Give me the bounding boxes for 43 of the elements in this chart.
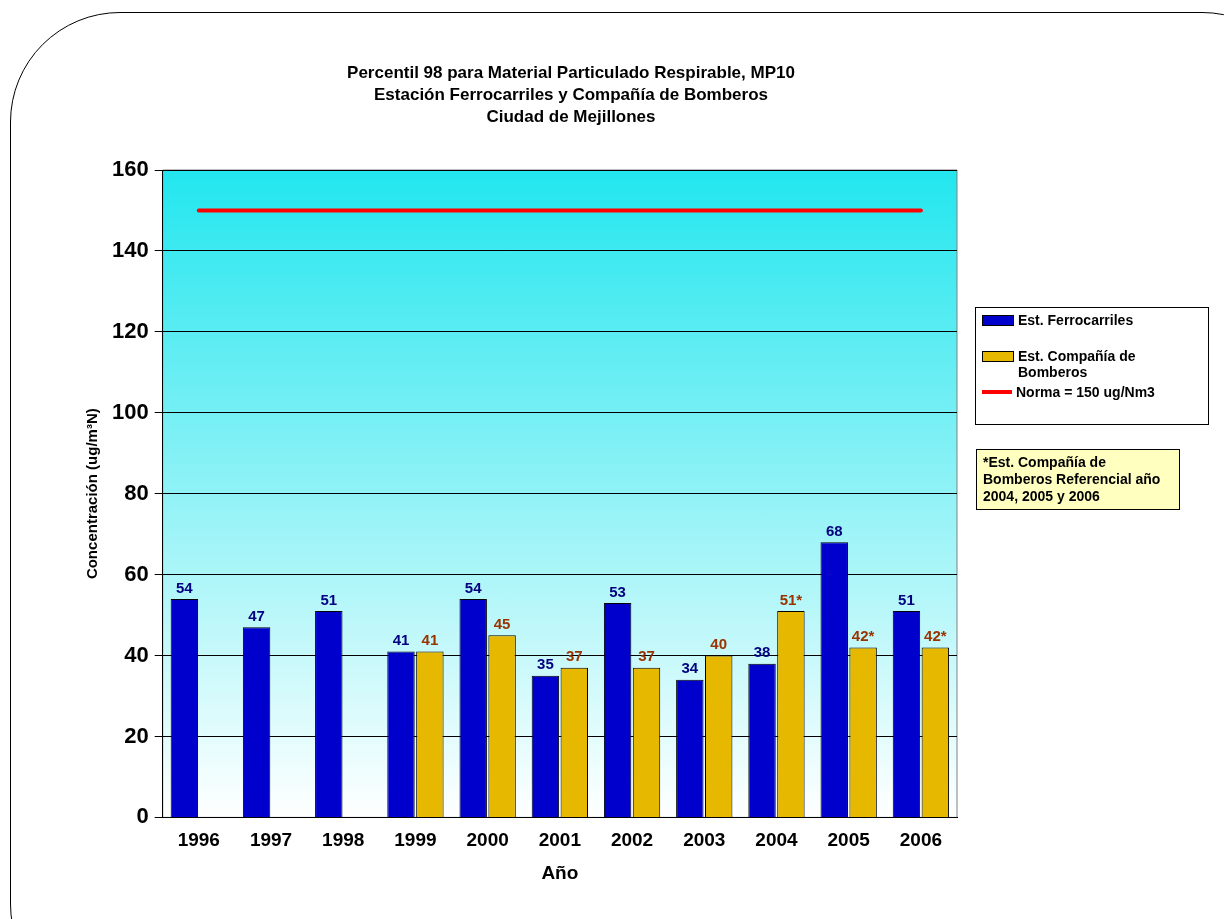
x-tick-label: 2001	[538, 829, 582, 851]
data-label: 54	[176, 578, 194, 596]
y-tick-label: 140	[111, 236, 149, 262]
data-label: 51	[898, 590, 915, 608]
chart-title: Percentil 98 para Material Particulado Respirable, MP10 Estación Ferrocarriles y Compañía de Bomberos Ciudad de Mejillones	[346, 62, 796, 128]
data-label: 47	[248, 606, 265, 624]
x-tick-label: 2006	[899, 829, 943, 851]
y-tick-label: 80	[124, 479, 149, 505]
data-label: 41	[421, 631, 439, 649]
y-axis-title: Concentración (ug/m³N)	[83, 408, 101, 580]
y-tick-label: 100	[111, 398, 149, 424]
text: *Est. Compañía de Bomberos Referencial año 2004, 2005 y 2006	[983, 454, 1162, 505]
y-tick-label: 160	[111, 156, 149, 182]
y-tick-label: 120	[111, 317, 149, 343]
x-tick-label: 2000	[466, 829, 509, 851]
data-label: 42*	[924, 627, 947, 645]
data-label: 41	[392, 631, 410, 649]
legend-label: Norma = 150 ug/Nm3	[1016, 384, 1155, 400]
x-tick-label: 1997	[249, 829, 293, 851]
x-tick-label: 1996	[177, 829, 220, 851]
x-tick-label: 2002	[610, 829, 654, 851]
legend-label: Est. Compañía de Bomberos	[1018, 348, 1137, 380]
x-tick-label: 2003	[683, 829, 726, 851]
data-label: 40	[710, 635, 728, 653]
y-tick-label: 40	[124, 641, 149, 667]
data-label: 54	[464, 578, 483, 596]
x-axis-title: Año	[541, 861, 579, 883]
data-label: 42*	[851, 627, 875, 645]
data-label: 53	[609, 582, 626, 600]
data-label: 45	[493, 614, 511, 632]
y-tick-label: 20	[124, 722, 149, 748]
x-tick-label: 1998	[322, 829, 365, 851]
data-label: 34	[681, 659, 699, 677]
data-label: 51*	[779, 590, 803, 608]
x-tick-label: 2004	[755, 829, 799, 851]
x-tick-label: 1999	[394, 829, 437, 851]
data-label: 35	[537, 655, 554, 673]
x-tick-label: 2005	[827, 829, 871, 851]
data-label: 68	[825, 521, 843, 539]
y-tick-label: 60	[124, 560, 149, 586]
y-tick-label: 0	[136, 803, 149, 829]
data-label: 51	[320, 590, 338, 608]
text: Est. Ferrocarriles	[1018, 312, 1134, 328]
